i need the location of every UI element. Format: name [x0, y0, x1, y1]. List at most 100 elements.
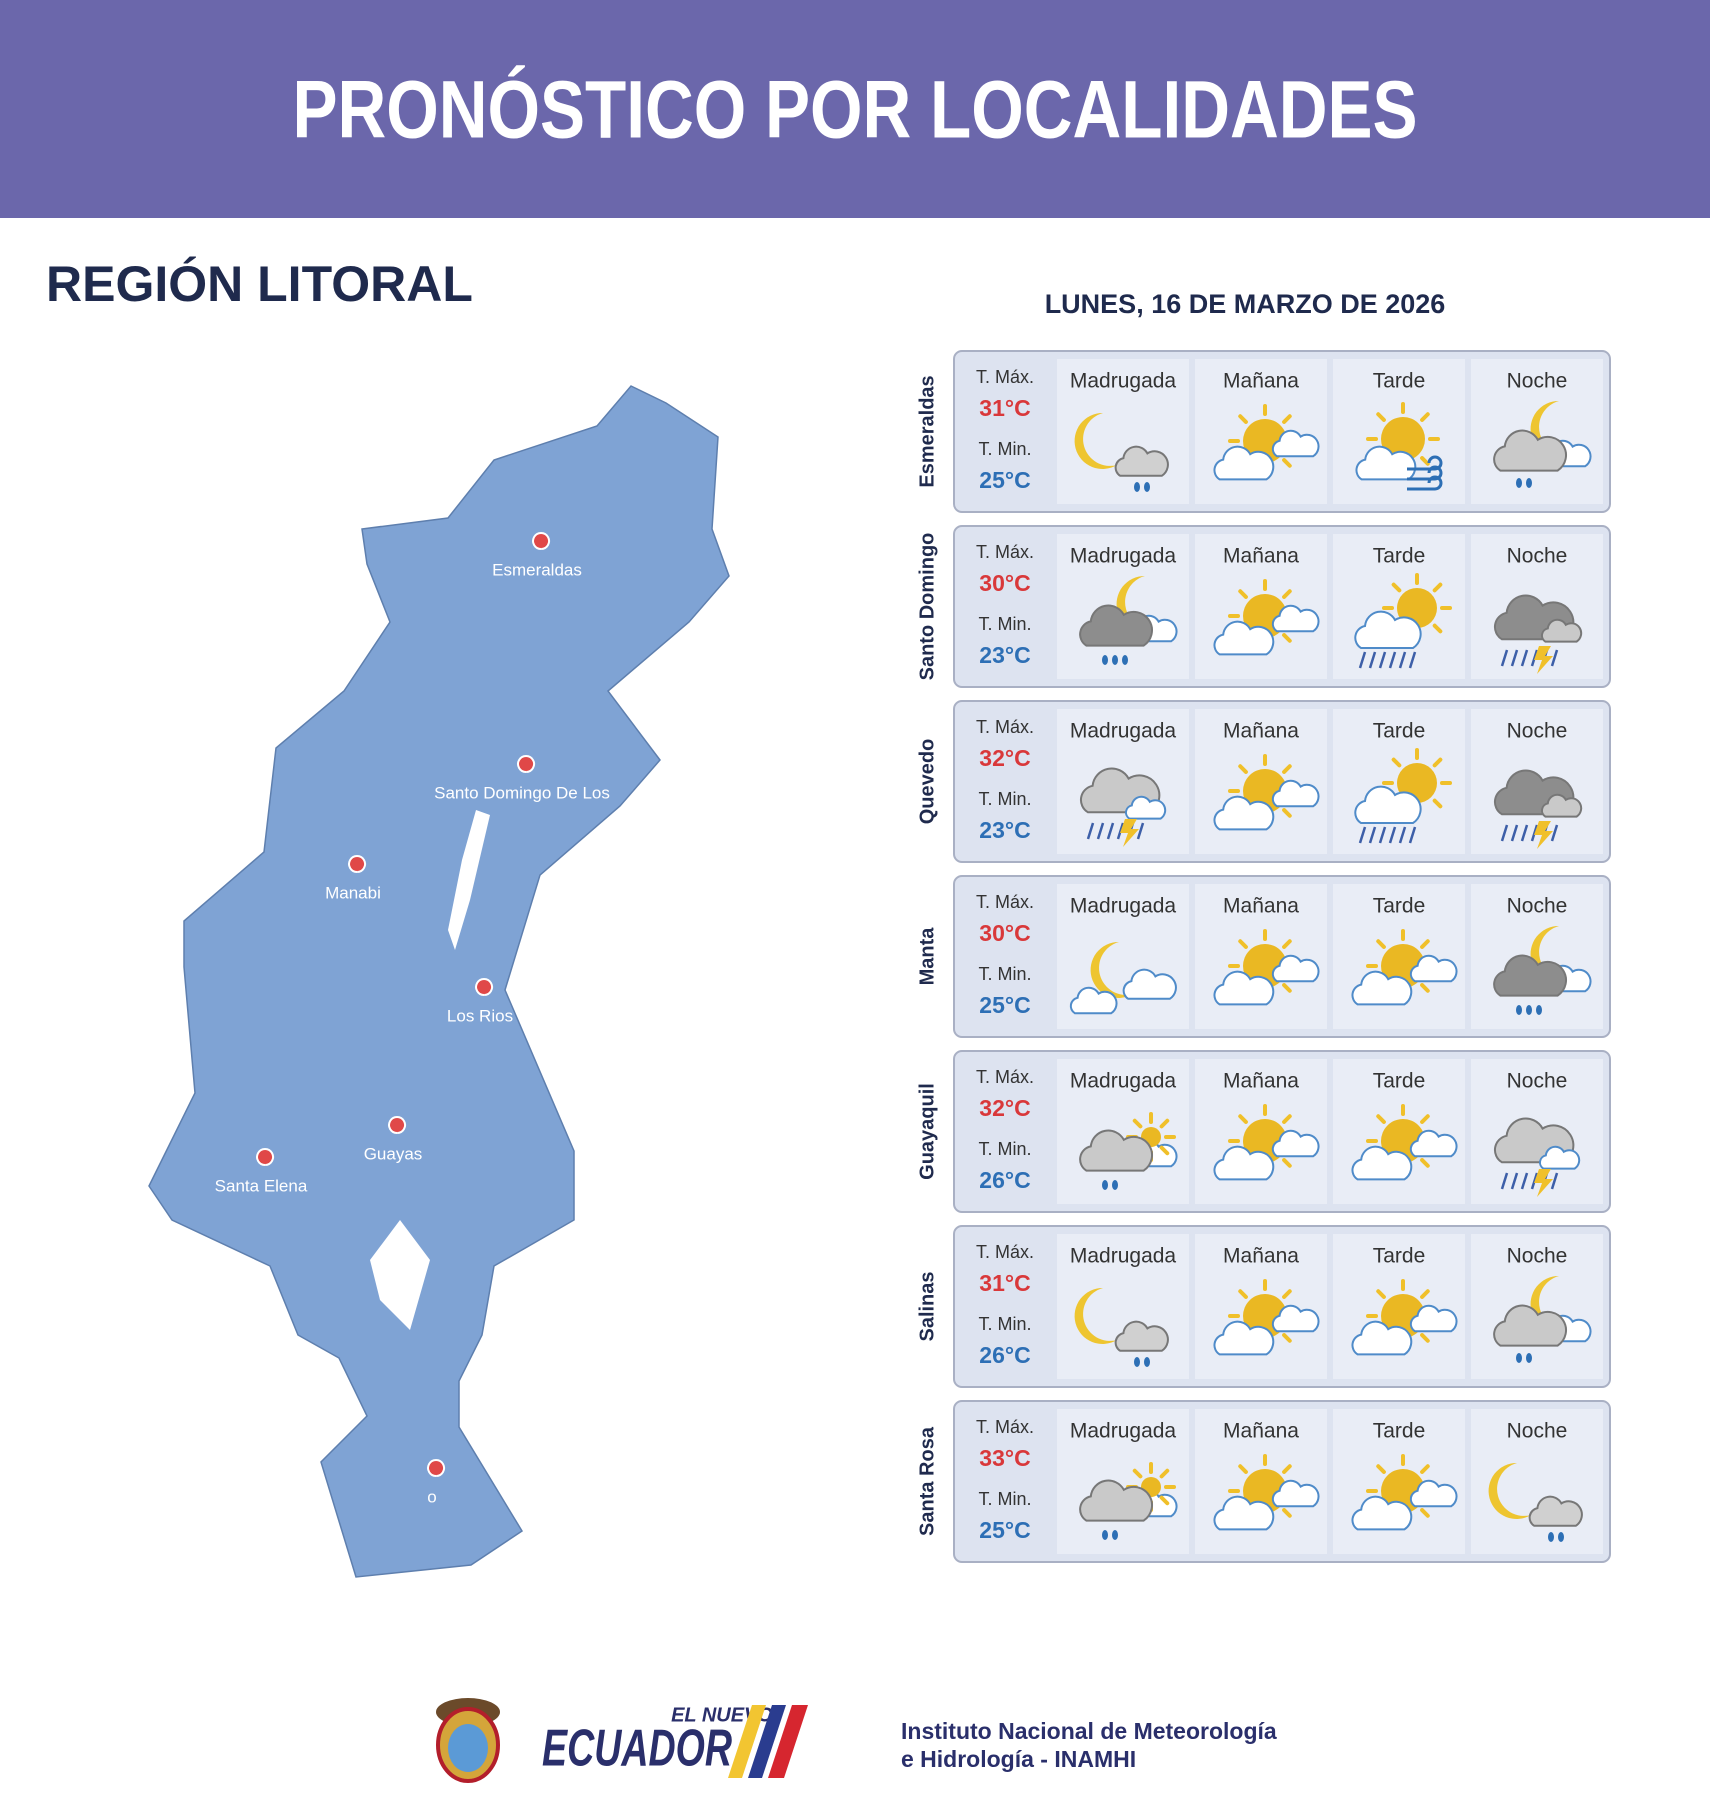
period-label: Mañana [1223, 1245, 1299, 1268]
cloud [1213, 970, 1275, 1006]
sun-ray [1420, 1508, 1430, 1518]
sun-ray [1238, 939, 1248, 949]
tmax-value: 30°C [979, 570, 1030, 596]
drop [1516, 1353, 1522, 1363]
sun-ray [1420, 412, 1430, 422]
tmin-value: 25°C [979, 992, 1030, 1018]
cloud [1271, 954, 1320, 983]
drop [1144, 482, 1150, 492]
weather-icon [1355, 402, 1443, 491]
drop [1526, 1005, 1532, 1015]
rain [1530, 824, 1539, 842]
sun-ray [1432, 582, 1443, 593]
cloud [1493, 429, 1567, 472]
period-label: Noche [1507, 1245, 1568, 1268]
sun-ray [1159, 1468, 1170, 1479]
drop [1112, 655, 1118, 665]
period-label: Madrugada [1070, 720, 1177, 743]
weather-icon [1213, 929, 1320, 1006]
cloud [1351, 1495, 1413, 1531]
weather-icon [1351, 1104, 1458, 1181]
cloud [1213, 1495, 1275, 1531]
rain [1378, 651, 1387, 669]
rain [1550, 1172, 1559, 1190]
rain [1378, 826, 1387, 844]
map-pin [532, 532, 550, 550]
weather-icon [1493, 769, 1583, 849]
sun-ray [1238, 1289, 1248, 1299]
map-pin [517, 755, 535, 773]
cloud [1409, 1129, 1458, 1158]
period-label: Tarde [1373, 545, 1426, 568]
row-city: Guayaquil [916, 1083, 938, 1180]
emblem-center [448, 1724, 488, 1772]
map-label: Manabi [325, 883, 381, 902]
cloud [1213, 1320, 1275, 1356]
rain [1408, 826, 1417, 844]
sun-ray [1420, 1158, 1430, 1168]
rain [1136, 822, 1145, 840]
tmax-label: T. Máx. [976, 367, 1034, 387]
weather-icon [1079, 575, 1178, 665]
period-label: Madrugada [1070, 370, 1177, 393]
drop [1526, 1353, 1532, 1363]
cloud [1409, 1304, 1458, 1333]
forecast-row: Santa Rosa T. Máx. 33°C T. Min. 25°C Madrugad… [916, 1400, 1611, 1563]
cloud [1271, 1479, 1320, 1508]
map-pin [388, 1116, 406, 1134]
row-city: Quevedo [916, 739, 938, 825]
weather-icon [1351, 1454, 1458, 1531]
tmin-value: 23°C [979, 817, 1030, 843]
institute-line: e Hidrología - INAMHI [901, 1746, 1136, 1772]
forecast-row: Manta T. Máx. 30°C T. Min. 25°C Madrugada Maña… [916, 875, 1611, 1038]
rain [1398, 826, 1407, 844]
sun-ray [1391, 582, 1402, 593]
weather-icon [1493, 594, 1583, 674]
tmin-label: T. Min. [978, 1489, 1031, 1509]
sun-ray [1376, 1464, 1386, 1474]
sun-ray [1420, 1464, 1430, 1474]
forecast-row: Guayaquil T. Máx. 32°C T. Min. 26°C Madrugada… [916, 1050, 1611, 1213]
tmin-value: 25°C [979, 467, 1030, 493]
sun-ray [1282, 458, 1292, 468]
weather-icon [1213, 404, 1320, 481]
period-label: Noche [1507, 895, 1568, 918]
period-label: Noche [1507, 720, 1568, 743]
sun-ray [1391, 757, 1402, 768]
period-label: Tarde [1373, 1420, 1426, 1443]
tmin-value: 26°C [979, 1342, 1030, 1368]
rain [1500, 824, 1509, 842]
region-title: REGIÓN LITORAL [46, 256, 473, 312]
period-label: Tarde [1373, 1245, 1426, 1268]
sun-ray [1282, 983, 1292, 993]
weather-icon [1213, 579, 1320, 656]
weather-icon [1351, 1279, 1458, 1356]
cloud [1493, 954, 1567, 997]
weather-icon [1069, 941, 1177, 1015]
map-lake [448, 810, 490, 950]
forecast-date: LUNES, 16 DE MARZO DE 2026 [1045, 289, 1446, 319]
sun-ray [1376, 1289, 1386, 1299]
drop [1102, 1530, 1108, 1540]
rain [1550, 824, 1559, 842]
sun-ray [1282, 1289, 1292, 1299]
rain [1106, 822, 1115, 840]
tmin-label: T. Min. [978, 789, 1031, 809]
drop [1134, 1357, 1140, 1367]
drop [1526, 478, 1532, 488]
rain [1398, 651, 1407, 669]
rain [1520, 649, 1529, 667]
bolt [1534, 821, 1553, 849]
sun-ray [1420, 939, 1430, 949]
cloud [1271, 429, 1320, 458]
rain [1116, 822, 1125, 840]
cloud [1351, 1145, 1413, 1181]
sun-ray [1132, 1118, 1143, 1129]
forecast-row: Salinas T. Máx. 31°C T. Min. 26°C Madrugada Ma… [916, 1225, 1611, 1388]
drop [1516, 1005, 1522, 1015]
period-label: Madrugada [1070, 545, 1177, 568]
sun-ray [1282, 808, 1292, 818]
rain [1388, 826, 1397, 844]
rain [1520, 824, 1529, 842]
